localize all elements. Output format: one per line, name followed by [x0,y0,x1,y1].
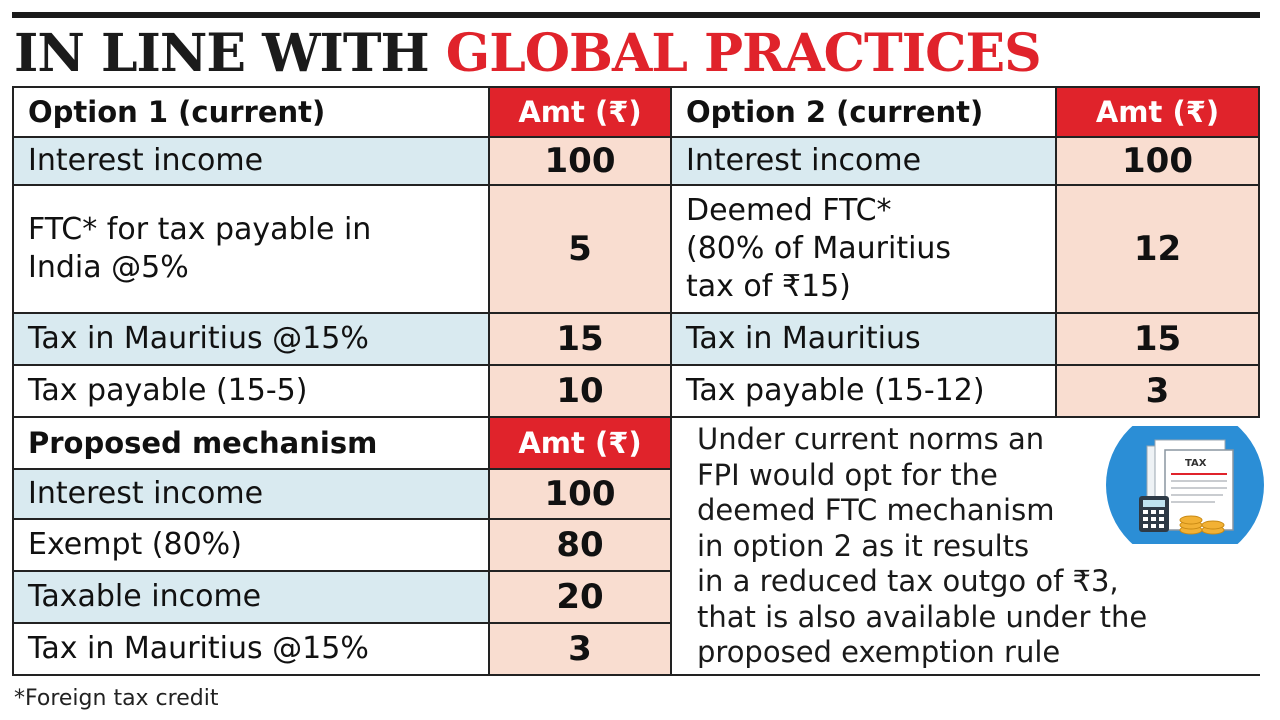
option1-row-value-text: 10 [556,371,604,411]
option2-row-value-text: 3 [1145,371,1170,411]
note-line: that is also available under the [697,599,1148,634]
proposed-row-value: 3 [490,624,672,676]
note-bottom-rule [672,674,1260,676]
option1-row-label-text: FTC* for tax payable in India @5% [28,212,372,285]
option1-row-value-text: 15 [556,319,604,359]
proposed-row-value: 80 [490,520,672,572]
option1-row-label-text: Tax in Mauritius @15% [28,321,369,356]
note-line: proposed exemption rule [697,635,1061,669]
proposed-row-value: 20 [490,572,672,624]
option1-row-label: FTC* for tax payable in India @5% [12,186,490,314]
page-title: IN LINE WITH GLOBAL PRACTICES [14,22,1042,86]
option1-row-value-text: 100 [544,141,616,181]
tax-icon-label: TAX [1185,458,1207,469]
note-line: deemed FTC mechanism [697,493,1055,527]
note-line: Under current norms an [697,422,1045,456]
option2-row-value: 3 [1057,366,1260,418]
option1-row-value: 5 [490,186,672,314]
proposed-row-value-text: 3 [568,629,592,669]
proposed-row-label: Exempt (80%) [12,520,490,572]
option2-row-value-text: 100 [1122,141,1193,181]
option2-row-label-text: Interest income [686,143,922,178]
title-part-1: IN LINE WITH [14,23,430,84]
note-line: in option 2 as it results [697,528,1030,563]
proposed-row-value: 100 [490,470,672,520]
title-part-2: GLOBAL PRACTICES [445,23,1042,84]
option1-row-label-text: Tax payable (15-5) [28,373,308,408]
option2-row-label: Tax payable (15-12) [672,366,1057,418]
proposed-row-label: Interest income [12,470,490,520]
proposed-header: Proposed mechanism [12,418,490,470]
option1-row-label: Tax payable (15-5) [12,366,490,418]
option1-row-value: 100 [490,138,672,186]
option1-amt-header-text: Amt (₹) [518,95,642,129]
option2-row-value: 100 [1057,138,1260,186]
option1-amt-header: Amt (₹) [490,86,672,138]
option2-row-label: Tax in Mauritius [672,314,1057,366]
proposed-row-label: Taxable income [12,572,490,624]
proposed-row-value-text: 80 [556,525,604,565]
note-line: FPI would opt for the [697,457,998,492]
proposed-amt-header: Amt (₹) [490,418,672,470]
proposed-row-label: Tax in Mauritius @15% [12,624,490,676]
option1-row-label-text: Interest income [28,143,264,178]
proposed-row-label-text: Taxable income [28,579,262,614]
option2-row-label: Deemed FTC* (80% of Mauritius tax of ₹15… [672,186,1057,314]
top-rule [12,12,1260,18]
proposed-row-label-text: Tax in Mauritius @15% [28,631,369,666]
option2-row-value-text: 15 [1133,319,1182,359]
tax-documents-calculator-icon: TAX [1105,406,1265,564]
option2-header-text: Option 2 (current) [686,95,984,129]
note-line: in a reduced tax outgo of ₹3, [697,564,1119,598]
option2-row-value: 15 [1057,314,1260,366]
option2-row-value-text: 12 [1133,229,1182,269]
option1-header: Option 1 (current) [12,86,490,138]
option2-header: Option 2 (current) [672,86,1057,138]
option2-row-label-text: Deemed FTC* (80% of Mauritius tax of ₹15… [686,193,952,304]
option1-row-label: Tax in Mauritius @15% [12,314,490,366]
option1-row-value: 10 [490,366,672,418]
option2-amt-header-text: Amt (₹) [1095,95,1220,129]
option1-row-label: Interest income [12,138,490,186]
option1-row-value-text: 5 [568,229,592,269]
option2-row-value: 12 [1057,186,1260,314]
explanation-note: Under current norms an FPI would opt for … [697,422,1217,671]
proposed-row-value-text: 20 [556,577,604,617]
proposed-header-text: Proposed mechanism [28,426,378,460]
option2-row-label: Interest income [672,138,1057,186]
proposed-row-label-text: Exempt (80%) [28,527,242,562]
proposed-amt-header-text: Amt (₹) [518,426,642,460]
proposed-row-value-text: 100 [544,474,616,514]
footnote: *Foreign tax credit [14,686,219,711]
option1-header-text: Option 1 (current) [28,95,326,129]
option2-amt-header: Amt (₹) [1057,86,1260,138]
option1-row-value: 15 [490,314,672,366]
option2-row-label-text: Tax in Mauritius [686,321,921,356]
proposed-row-label-text: Interest income [28,476,264,511]
option2-row-label-text: Tax payable (15-12) [686,373,985,408]
